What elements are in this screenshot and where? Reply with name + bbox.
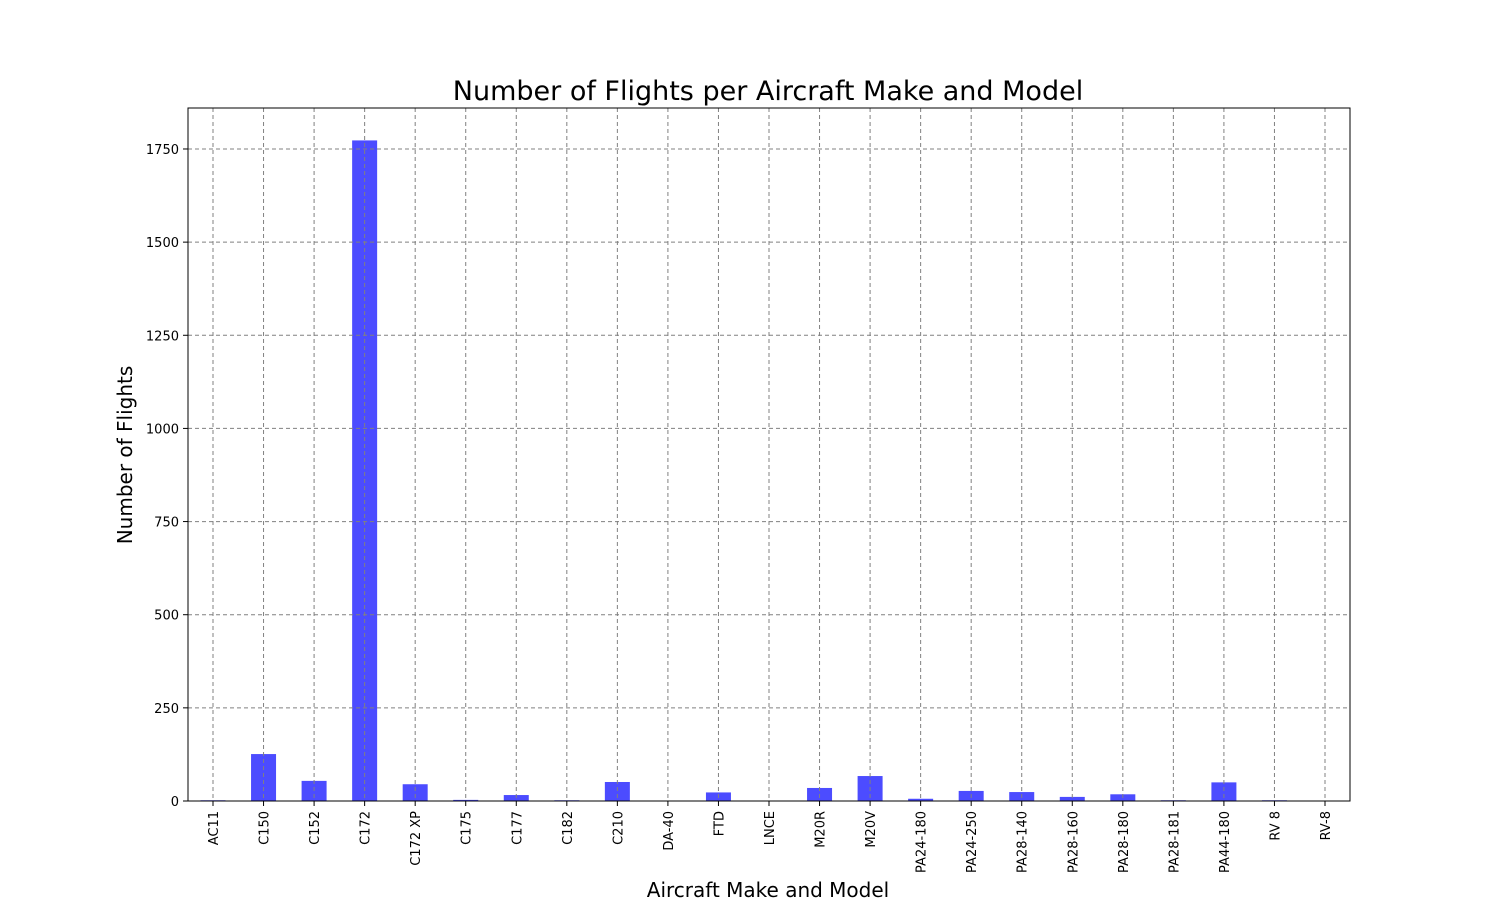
y-tick-label: 1500 xyxy=(146,236,179,251)
x-tick-label: PA28-181 xyxy=(1167,811,1182,873)
bar-c175 xyxy=(453,799,479,801)
x-tick-label: AC11 xyxy=(207,811,222,845)
x-tick-label: PA28-140 xyxy=(1016,811,1031,873)
x-tick-label: M20R xyxy=(814,811,829,848)
y-axis-label: Number of Flights xyxy=(113,366,137,545)
bar-c210 xyxy=(604,781,630,801)
y-tick-label: 1250 xyxy=(146,329,179,344)
x-axis-label: Aircraft Make and Model xyxy=(647,878,889,900)
x-tick-label: C182 xyxy=(561,811,576,845)
plot-frame xyxy=(187,107,1351,802)
x-tick-label: PA24-250 xyxy=(965,811,980,873)
x-tick-label: C177 xyxy=(510,811,525,845)
x-tick-label: C172 XP xyxy=(409,811,424,866)
x-tick-label: C150 xyxy=(258,811,273,845)
x-tick-label: C210 xyxy=(611,811,626,845)
x-tick-label: PA44-180 xyxy=(1218,811,1233,873)
y-tick-label: 1750 xyxy=(146,143,179,158)
y-tick-label: 500 xyxy=(154,609,179,624)
x-tick-label: FTD xyxy=(712,811,727,836)
bars xyxy=(200,140,1287,801)
bar-pa44-180 xyxy=(1211,782,1237,801)
bar-pa28-160 xyxy=(1059,796,1085,801)
y-tick-label: 750 xyxy=(154,516,179,531)
bar-c172-xp xyxy=(402,784,428,801)
chart-title: Number of Flights per Aircraft Make and … xyxy=(453,76,1083,107)
x-tick-label: M20V xyxy=(864,811,879,848)
bar-c172 xyxy=(352,140,378,801)
x-tick-label: PA24-180 xyxy=(915,811,930,873)
x-tick-label: RV 8 xyxy=(1268,811,1283,841)
axes: 0 250 500 750 1000 1250 1500 1750 AC11 C150 C152 C1… xyxy=(146,143,1334,873)
bar-c177 xyxy=(503,795,529,801)
y-tick-label: 250 xyxy=(154,702,179,717)
x-tick-label: DA-40 xyxy=(662,811,677,851)
x-tick-label: PA28-180 xyxy=(1117,811,1132,873)
x-tick-label: RV-8 xyxy=(1319,811,1334,840)
x-tick-label: LNCE xyxy=(763,811,778,845)
bar-pa24-180 xyxy=(908,798,934,801)
x-tick-label: C172 xyxy=(359,811,374,845)
x-tick-label: C152 xyxy=(308,811,323,845)
y-tick-label: 0 xyxy=(171,795,179,810)
x-tick-label: C175 xyxy=(460,811,475,845)
x-tick-label: PA28-160 xyxy=(1066,811,1081,873)
y-tick-label: 1000 xyxy=(146,422,179,437)
